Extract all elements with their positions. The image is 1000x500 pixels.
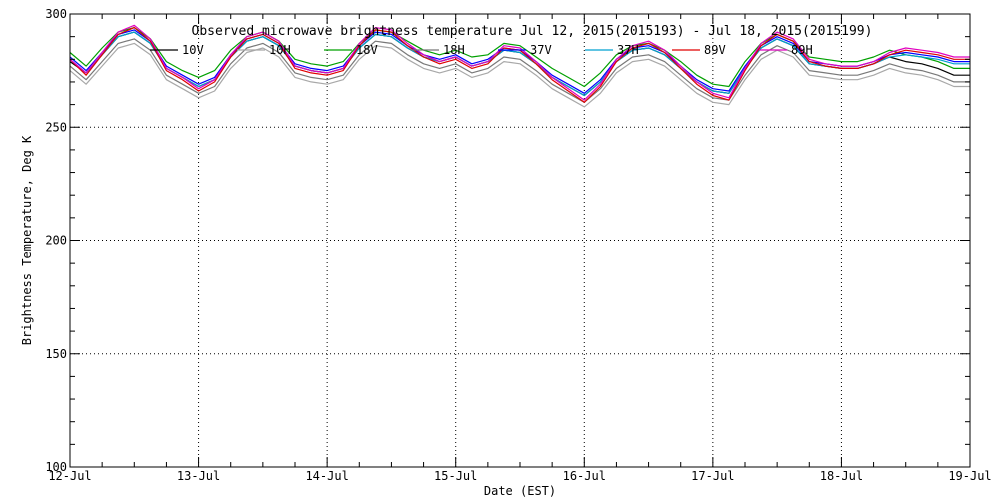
series-line-18v bbox=[69, 27, 970, 88]
series-line-18h bbox=[69, 38, 970, 103]
series-line-89h bbox=[69, 24, 970, 101]
y-tick-label: 300 bbox=[45, 7, 67, 21]
legend-label: 10H bbox=[269, 43, 291, 57]
legend-label: 89V bbox=[704, 43, 726, 57]
legend-label: 89H bbox=[791, 43, 813, 57]
legend-label: 10V bbox=[182, 43, 204, 57]
x-tick-label: 12-Jul bbox=[48, 469, 91, 483]
chart-title: Observed microwave brightness temperatur… bbox=[192, 24, 873, 39]
x-tick-label: 18-Jul bbox=[820, 469, 863, 483]
legend: 10V 10H 18V 18H 37V 37H 89V 89H bbox=[150, 43, 813, 57]
legend-label: 37H bbox=[617, 43, 639, 57]
x-tick-label: 17-Jul bbox=[691, 469, 734, 483]
axis-tick-labels: 12-Jul 13-Jul 14-Jul 15-Jul 16-Jul 17-Jul 18-J… bbox=[45, 7, 991, 483]
axis-ticks bbox=[69, 13, 971, 468]
x-axis-label: Date (EST) bbox=[484, 484, 556, 498]
series-lines bbox=[69, 24, 970, 108]
x-tick-label: 14-Jul bbox=[305, 469, 348, 483]
y-tick-label: 200 bbox=[45, 234, 67, 248]
y-tick-label: 100 bbox=[45, 460, 67, 474]
x-tick-label: 13-Jul bbox=[177, 469, 220, 483]
y-axis-label: Brightness Temperature, Deg K bbox=[20, 135, 34, 345]
legend-label: 18V bbox=[356, 43, 378, 57]
x-tick-label: 19-Jul bbox=[948, 469, 991, 483]
legend-label: 37V bbox=[530, 43, 552, 57]
y-tick-label: 150 bbox=[45, 347, 67, 361]
x-tick-label: 15-Jul bbox=[434, 469, 477, 483]
x-tick-label: 16-Jul bbox=[563, 469, 606, 483]
legend-label: 18H bbox=[443, 43, 465, 57]
y-tick-label: 250 bbox=[45, 120, 67, 134]
series-line-10h bbox=[69, 42, 970, 108]
